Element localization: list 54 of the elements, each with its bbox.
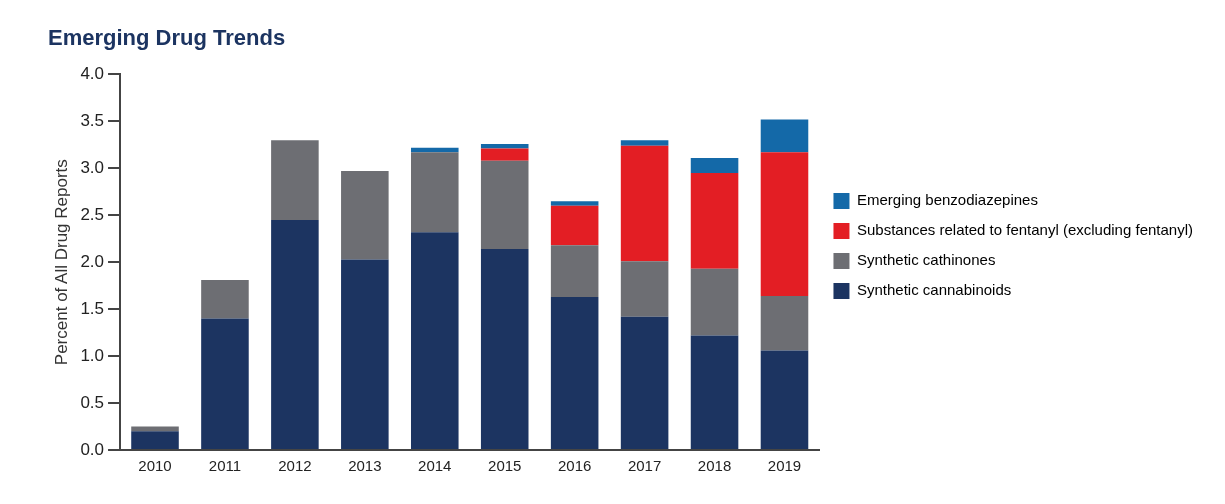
bar <box>271 140 319 220</box>
chart-title: Emerging Drug Trends <box>48 25 286 51</box>
bar <box>620 145 669 262</box>
x-tick-label: 2018 <box>697 457 732 475</box>
bar <box>690 335 739 449</box>
bar <box>550 296 599 449</box>
bar <box>620 140 669 146</box>
bar <box>411 152 459 233</box>
x-tick-label: 2016 <box>557 457 592 475</box>
bar <box>341 259 389 449</box>
x-tick-label: 2011 <box>208 457 242 475</box>
bar <box>690 157 739 173</box>
y-tick-label: 2.0 <box>80 251 105 271</box>
x-tick-label: 2015 <box>488 457 522 475</box>
legend-label: Synthetic cathinones <box>856 251 996 269</box>
x-tick-label: 2012 <box>278 457 312 475</box>
bar <box>341 171 389 260</box>
bar <box>131 431 179 449</box>
bar <box>760 350 809 449</box>
y-tick-label: 1.5 <box>80 298 105 318</box>
y-tick-label: 2.5 <box>80 204 105 224</box>
bar <box>480 148 529 161</box>
y-tick-label: 0.0 <box>80 439 105 459</box>
bar <box>480 249 529 449</box>
bar <box>271 219 319 449</box>
bar <box>550 205 599 246</box>
bar <box>620 261 669 317</box>
x-tick-label: 2019 <box>767 457 802 475</box>
bar <box>760 119 809 153</box>
x-tick-label: 2013 <box>348 457 382 475</box>
y-tick-label: 3.5 <box>80 111 105 131</box>
y-axis-title: Percent of All Drug Reports <box>51 159 71 366</box>
y-tick-label: 3.0 <box>80 157 105 177</box>
bar <box>550 245 599 297</box>
y-tick-label: 1.0 <box>80 345 105 365</box>
bar <box>620 316 669 449</box>
x-tick-label: 2017 <box>627 457 662 475</box>
legend-label: Substances related to fentanyl (excluding fentanyl) <box>856 221 1194 239</box>
legend-label: Synthetic cannabinoids <box>856 281 1012 299</box>
bar <box>411 232 459 449</box>
bar <box>760 296 809 351</box>
bar <box>690 173 739 269</box>
bar <box>760 152 809 296</box>
y-tick-label: 4.0 <box>80 64 105 84</box>
x-tick-label: 2014 <box>418 457 452 475</box>
bar <box>690 268 739 336</box>
x-tick-label: 2010 <box>138 457 172 475</box>
bar <box>550 201 599 206</box>
bar <box>480 143 529 149</box>
y-tick-label: 0.5 <box>80 392 105 412</box>
bar <box>201 280 249 319</box>
bar <box>480 160 529 250</box>
bar <box>201 318 249 449</box>
legend-label: Emerging benzodiazepines <box>856 191 1038 209</box>
